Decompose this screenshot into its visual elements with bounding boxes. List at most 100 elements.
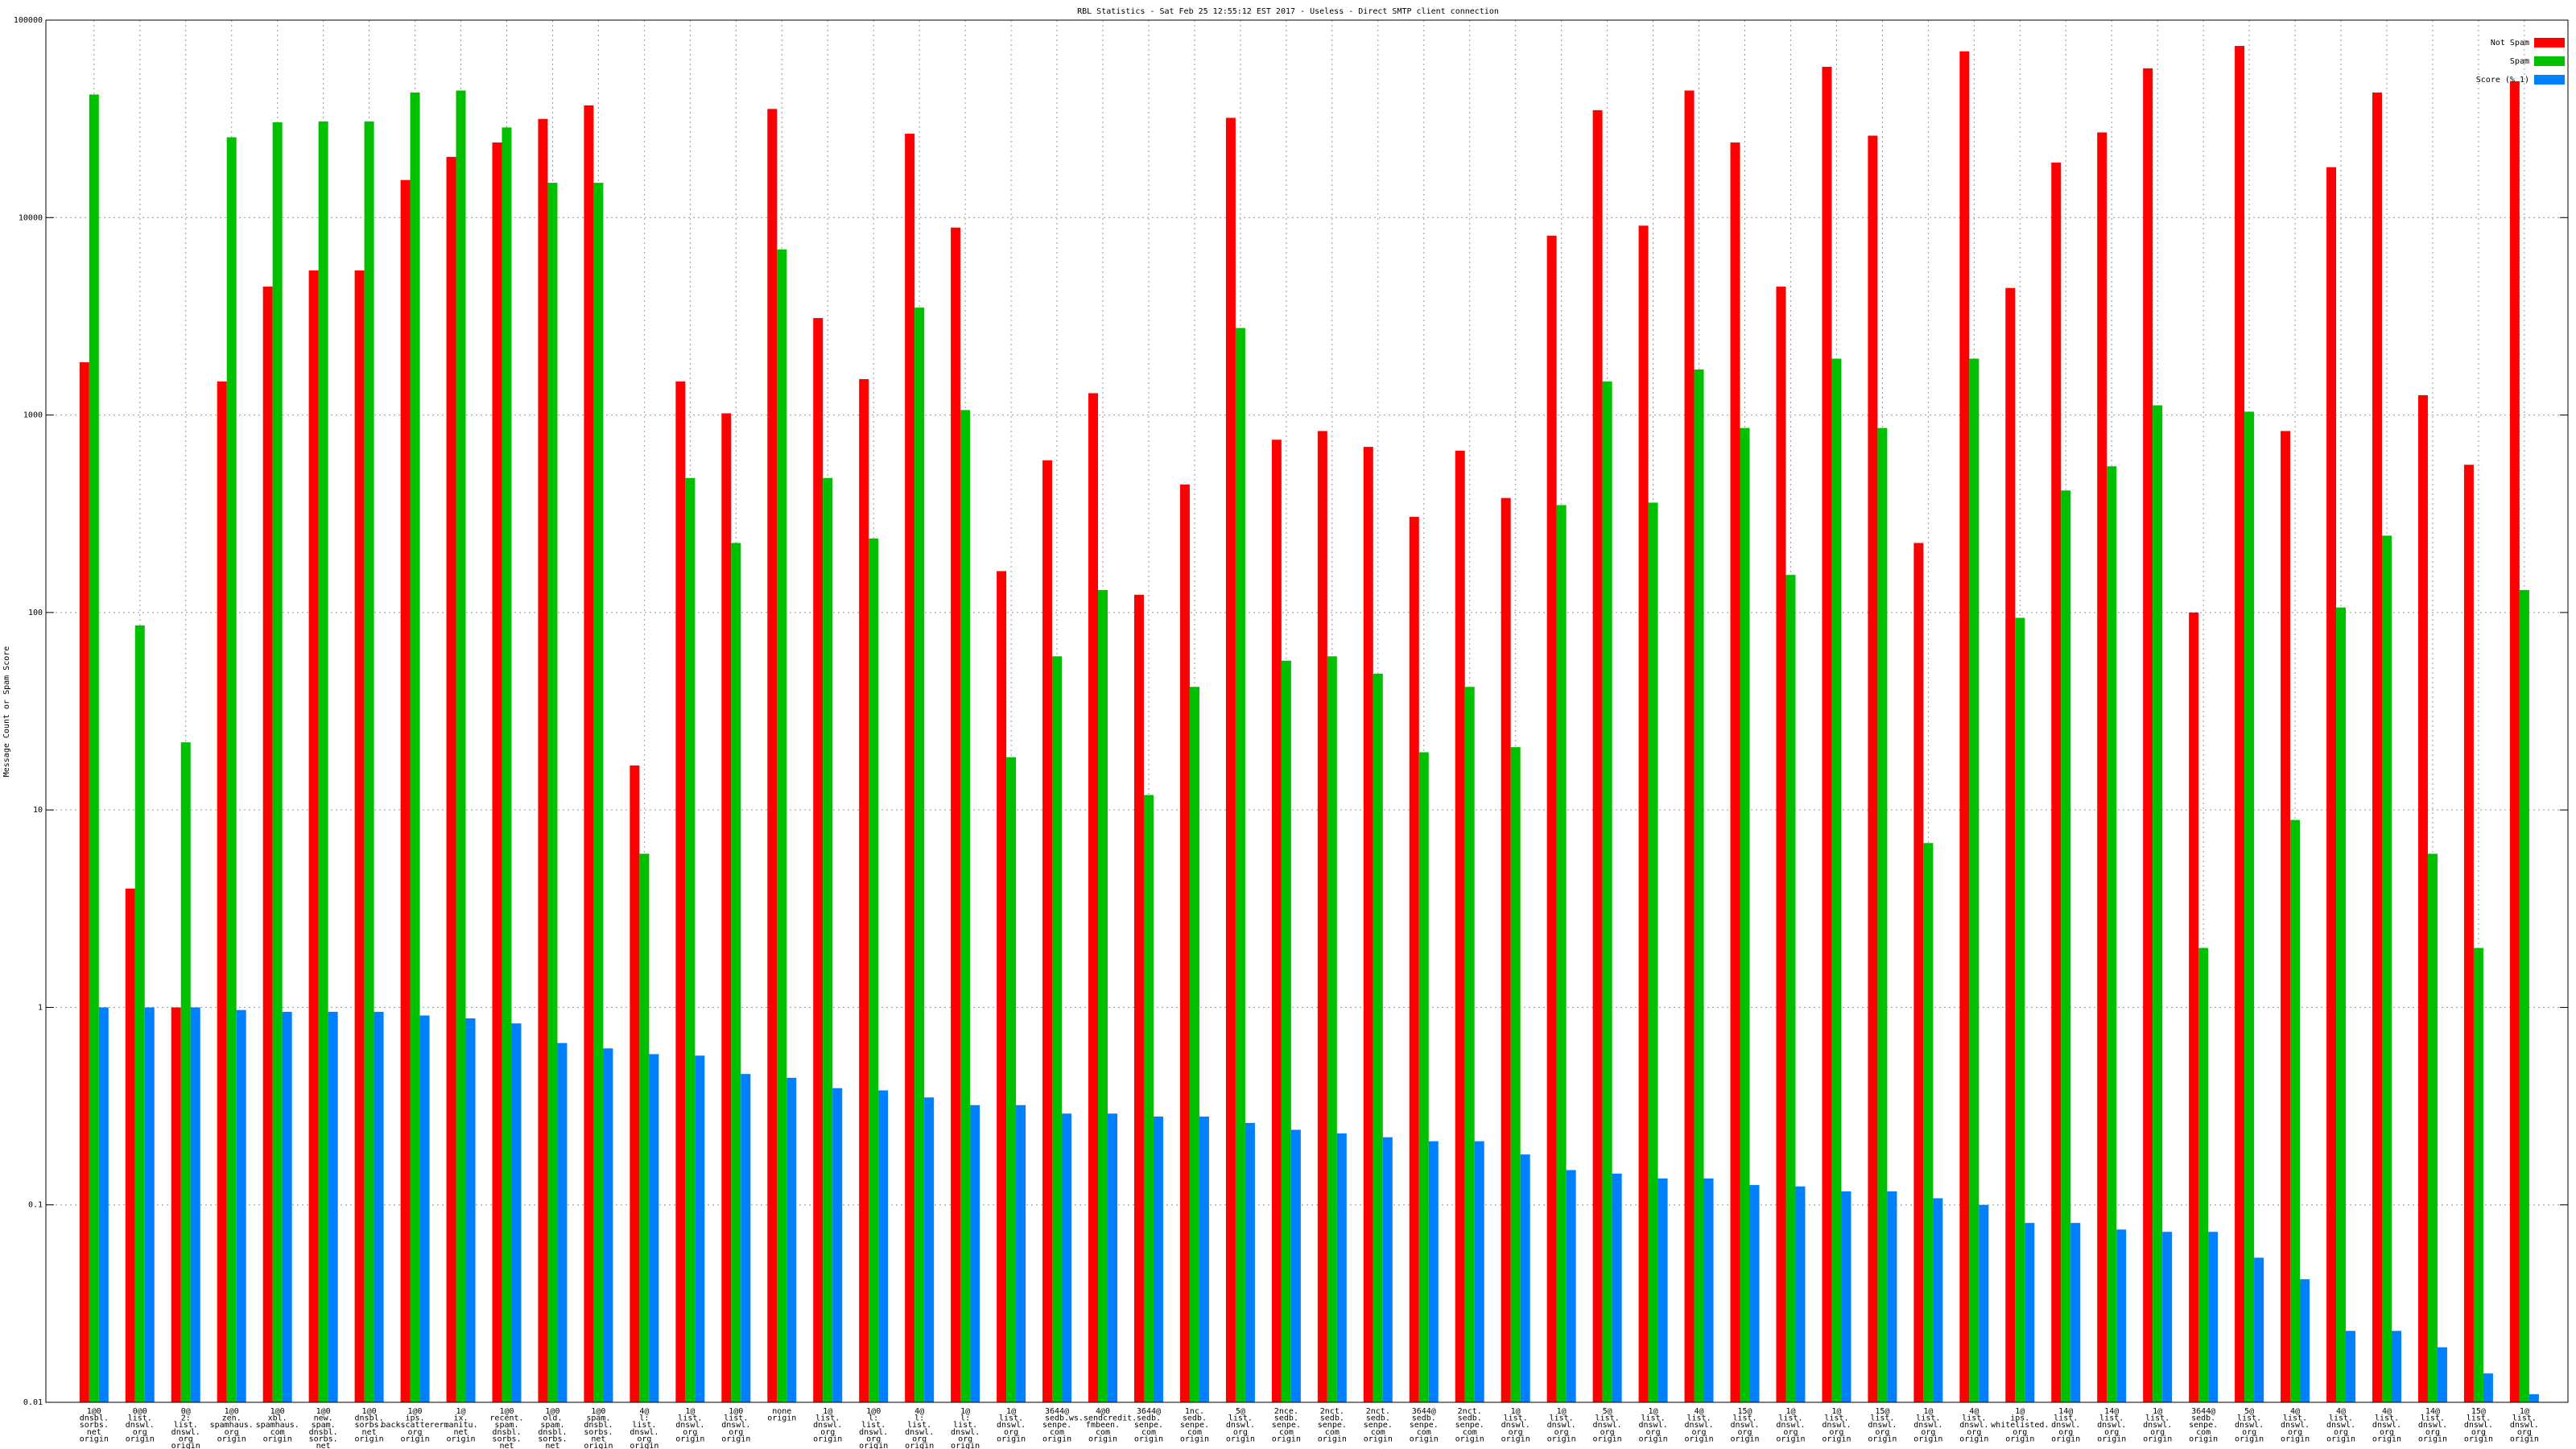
x-tick-label: dnswl. — [905, 1428, 934, 1437]
bar — [1006, 757, 1017, 1402]
bar — [2254, 1257, 2264, 1402]
bar — [2153, 405, 2163, 1402]
x-tick-label: origin — [1364, 1435, 1393, 1443]
x-tick-label: sorbs. — [80, 1421, 109, 1430]
x-tick-label: list. — [1686, 1414, 1711, 1423]
bar — [1822, 67, 1832, 1403]
bar — [1088, 393, 1099, 1403]
bar — [639, 853, 650, 1402]
x-tick-label: origin — [1730, 1435, 1759, 1443]
x-tick-label: org — [133, 1428, 147, 1437]
bar — [400, 180, 411, 1402]
bar — [557, 1042, 568, 1402]
x-tick-label: org — [2013, 1428, 2027, 1437]
bar — [603, 1048, 613, 1402]
x-tick-label: senpe. — [1134, 1421, 1163, 1430]
x-tick-label: list. — [2054, 1414, 2078, 1423]
x-tick-label: list. — [953, 1421, 977, 1430]
bar — [777, 249, 787, 1402]
bar — [1501, 497, 1511, 1402]
x-tick-label: 1@0 — [225, 1407, 239, 1416]
x-tick-label: list. — [1228, 1414, 1253, 1423]
bar — [1520, 1154, 1530, 1402]
x-tick-label: 1@0 — [316, 1407, 331, 1416]
x-tick-label: org — [1692, 1428, 1707, 1437]
x-tick-label: dnsbl. — [355, 1414, 384, 1423]
bar — [180, 742, 191, 1402]
x-tick-label: list. — [999, 1414, 1023, 1423]
bar — [1042, 460, 1053, 1403]
x-tick-label: origin — [1959, 1435, 1988, 1443]
bar — [2198, 947, 2209, 1402]
bar — [190, 1007, 200, 1402]
x-tick-label: org — [2150, 1428, 2165, 1437]
x-tick-label: org — [866, 1435, 881, 1443]
x-tick-label: 1@0 — [408, 1407, 423, 1416]
legend-swatch — [2534, 56, 2565, 66]
x-tick-label: org — [2471, 1428, 2486, 1437]
x-tick-label: net — [453, 1428, 468, 1437]
bar — [2244, 411, 2255, 1402]
x-tick-label: origin — [80, 1435, 109, 1443]
bar — [492, 142, 502, 1402]
x-tick-label: 3644@ — [2191, 1407, 2215, 1416]
x-tick-label: list. — [2099, 1414, 2124, 1423]
x-tick-label: org — [1646, 1428, 1661, 1437]
bar — [328, 1011, 338, 1402]
x-tick-label: none — [772, 1407, 791, 1416]
x-tick-label: dnswl. — [1913, 1421, 1942, 1430]
bar — [1887, 1191, 1897, 1402]
bar — [1785, 575, 1796, 1402]
bar — [2427, 853, 2438, 1402]
x-tick-label: list. — [724, 1414, 748, 1423]
bar — [2143, 68, 2153, 1403]
bar — [282, 1011, 292, 1402]
x-tick-label: list. — [2512, 1414, 2537, 1423]
x-tick-label: org — [1737, 1428, 1752, 1437]
x-tick-label: xbl. — [268, 1414, 287, 1423]
bar — [593, 183, 604, 1403]
x-tick-label: origin — [263, 1435, 292, 1443]
y-tick-label: 1 — [38, 1003, 43, 1012]
x-tick-label: sedb. — [1183, 1414, 1207, 1423]
bar — [1363, 447, 1373, 1403]
x-tick-label: senpe. — [1180, 1421, 1209, 1430]
x-tick-label: origin — [217, 1435, 246, 1443]
x-tick-label: dnswl. — [2464, 1421, 2493, 1430]
x-tick-label: org — [1875, 1428, 1889, 1437]
x-tick-label: 1@ — [2153, 1407, 2162, 1416]
bar — [89, 94, 99, 1402]
bar — [1062, 1113, 1072, 1402]
x-tick-label: 4@0 — [1096, 1407, 1110, 1416]
x-tick-label: sorbs. — [355, 1421, 384, 1430]
bar — [2116, 1229, 2127, 1402]
bar — [859, 378, 869, 1403]
x-tick-label: list. — [2283, 1414, 2307, 1423]
bar — [125, 888, 135, 1402]
bar — [630, 765, 640, 1402]
x-tick-label: dnswl. — [997, 1421, 1026, 1430]
bar — [2326, 167, 2337, 1402]
x-tick-label: origin — [2464, 1435, 2493, 1443]
x-tick-label: senpe. — [1455, 1421, 1484, 1430]
x-tick-label: 1@0 — [362, 1407, 377, 1416]
bar — [547, 183, 558, 1403]
x-tick-label: 1@ — [1511, 1407, 1521, 1416]
x-tick-label: dnsbl. — [492, 1428, 521, 1437]
x-tick-label: sedb. — [1320, 1414, 1344, 1423]
bar — [2290, 819, 2301, 1402]
x-tick-label: org — [1600, 1428, 1615, 1437]
x-tick-label: 1@ — [1649, 1407, 1658, 1416]
x-tick-label: senpe. — [1410, 1421, 1439, 1430]
bar — [2051, 162, 2062, 1403]
x-tick-label: dnswl. — [2235, 1421, 2264, 1430]
x-tick-label: com — [1279, 1428, 1294, 1437]
x-tick-label: list. — [1824, 1414, 1848, 1423]
bar — [1052, 656, 1063, 1402]
x-tick-label: org — [408, 1428, 423, 1437]
x-tick-label: com — [2196, 1428, 2211, 1437]
bar — [584, 105, 594, 1403]
x-tick-label: ix. — [453, 1414, 468, 1423]
x-tick-label: org — [2058, 1428, 2073, 1437]
